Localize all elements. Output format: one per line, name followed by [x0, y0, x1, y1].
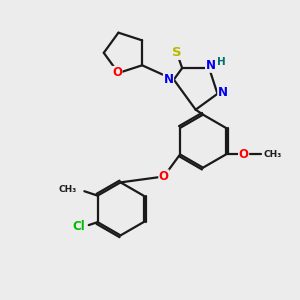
Text: O: O — [238, 148, 249, 161]
Text: N: N — [206, 59, 216, 72]
Text: N: N — [164, 73, 173, 86]
Text: H: H — [217, 57, 226, 67]
Text: O: O — [112, 67, 122, 80]
Text: O: O — [159, 170, 169, 183]
Text: S: S — [172, 46, 182, 59]
Text: CH₃: CH₃ — [59, 185, 77, 194]
Text: Cl: Cl — [73, 220, 85, 233]
Text: N: N — [218, 86, 228, 99]
Text: CH₃: CH₃ — [263, 150, 282, 159]
